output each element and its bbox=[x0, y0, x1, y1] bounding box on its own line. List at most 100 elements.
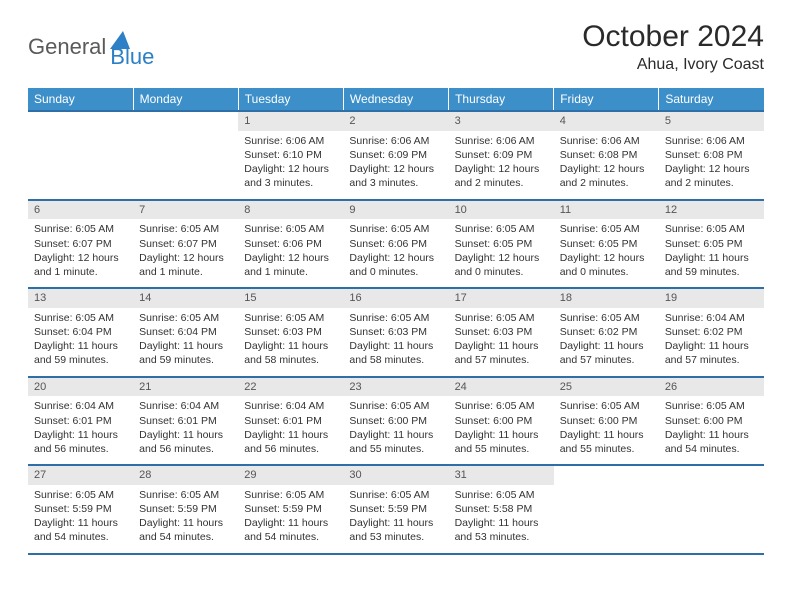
day-sr: Sunrise: 6:04 AM bbox=[139, 399, 232, 413]
day-dl1: Daylight: 12 hours bbox=[560, 162, 653, 176]
day-body: Sunrise: 6:06 AMSunset: 6:08 PMDaylight:… bbox=[554, 131, 659, 199]
day-ss: Sunset: 6:02 PM bbox=[560, 325, 653, 339]
day-dl2: and 54 minutes. bbox=[139, 530, 232, 544]
day-body: Sunrise: 6:06 AMSunset: 6:09 PMDaylight:… bbox=[449, 131, 554, 199]
day-body: Sunrise: 6:05 AMSunset: 5:59 PMDaylight:… bbox=[343, 485, 448, 553]
day-sr: Sunrise: 6:05 AM bbox=[349, 222, 442, 236]
day-dl2: and 0 minutes. bbox=[560, 265, 653, 279]
day-dl1: Daylight: 12 hours bbox=[349, 251, 442, 265]
calendar-table: Sunday Monday Tuesday Wednesday Thursday… bbox=[28, 88, 764, 555]
day-body: Sunrise: 6:05 AMSunset: 6:03 PMDaylight:… bbox=[238, 308, 343, 376]
calendar-day-cell: 8Sunrise: 6:05 AMSunset: 6:06 PMDaylight… bbox=[238, 200, 343, 289]
calendar-day-cell: .. bbox=[554, 465, 659, 554]
day-body: Sunrise: 6:06 AMSunset: 6:09 PMDaylight:… bbox=[343, 131, 448, 199]
day-dl1: Daylight: 11 hours bbox=[139, 428, 232, 442]
day-dl2: and 59 minutes. bbox=[139, 353, 232, 367]
day-ss: Sunset: 5:59 PM bbox=[34, 502, 127, 516]
day-ss: Sunset: 6:08 PM bbox=[665, 148, 758, 162]
day-dl2: and 57 minutes. bbox=[665, 353, 758, 367]
day-dl2: and 56 minutes. bbox=[244, 442, 337, 456]
day-number: 23 bbox=[343, 378, 448, 397]
day-dl2: and 57 minutes. bbox=[455, 353, 548, 367]
day-dl1: Daylight: 11 hours bbox=[665, 339, 758, 353]
day-number: 14 bbox=[133, 289, 238, 308]
header: General Blue October 2024 Ahua, Ivory Co… bbox=[28, 20, 764, 74]
day-body: Sunrise: 6:05 AMSunset: 6:05 PMDaylight:… bbox=[659, 219, 764, 287]
day-body: Sunrise: 6:05 AMSunset: 6:03 PMDaylight:… bbox=[449, 308, 554, 376]
logo-part1: General bbox=[28, 34, 106, 60]
day-ss: Sunset: 6:06 PM bbox=[244, 237, 337, 251]
day-ss: Sunset: 6:05 PM bbox=[455, 237, 548, 251]
day-body: Sunrise: 6:06 AMSunset: 6:08 PMDaylight:… bbox=[659, 131, 764, 199]
calendar-day-cell: 16Sunrise: 6:05 AMSunset: 6:03 PMDayligh… bbox=[343, 288, 448, 377]
calendar-day-cell: 29Sunrise: 6:05 AMSunset: 5:59 PMDayligh… bbox=[238, 465, 343, 554]
day-dl1: Daylight: 11 hours bbox=[349, 516, 442, 530]
logo: General Blue bbox=[28, 20, 154, 70]
day-body: Sunrise: 6:05 AMSunset: 6:04 PMDaylight:… bbox=[28, 308, 133, 376]
calendar-week-row: 6Sunrise: 6:05 AMSunset: 6:07 PMDaylight… bbox=[28, 200, 764, 289]
day-sr: Sunrise: 6:05 AM bbox=[455, 311, 548, 325]
calendar-day-cell: 2Sunrise: 6:06 AMSunset: 6:09 PMDaylight… bbox=[343, 111, 448, 200]
day-number: 3 bbox=[449, 112, 554, 131]
day-dl2: and 1 minute. bbox=[34, 265, 127, 279]
day-body: Sunrise: 6:05 AMSunset: 6:02 PMDaylight:… bbox=[554, 308, 659, 376]
day-number: 29 bbox=[238, 466, 343, 485]
day-body: Sunrise: 6:04 AMSunset: 6:01 PMDaylight:… bbox=[238, 396, 343, 464]
day-sr: Sunrise: 6:05 AM bbox=[560, 311, 653, 325]
day-dl1: Daylight: 11 hours bbox=[34, 516, 127, 530]
calendar-day-cell: 18Sunrise: 6:05 AMSunset: 6:02 PMDayligh… bbox=[554, 288, 659, 377]
day-dl2: and 55 minutes. bbox=[349, 442, 442, 456]
day-body: Sunrise: 6:04 AMSunset: 6:01 PMDaylight:… bbox=[133, 396, 238, 464]
day-number: 12 bbox=[659, 201, 764, 220]
day-sr: Sunrise: 6:05 AM bbox=[139, 222, 232, 236]
day-ss: Sunset: 6:00 PM bbox=[349, 414, 442, 428]
day-number: 13 bbox=[28, 289, 133, 308]
calendar-day-cell: 22Sunrise: 6:04 AMSunset: 6:01 PMDayligh… bbox=[238, 377, 343, 466]
day-dl2: and 53 minutes. bbox=[455, 530, 548, 544]
day-number: 22 bbox=[238, 378, 343, 397]
day-sr: Sunrise: 6:06 AM bbox=[244, 134, 337, 148]
day-sr: Sunrise: 6:05 AM bbox=[455, 222, 548, 236]
day-ss: Sunset: 5:58 PM bbox=[455, 502, 548, 516]
weekday-header-row: Sunday Monday Tuesday Wednesday Thursday… bbox=[28, 88, 764, 111]
day-sr: Sunrise: 6:05 AM bbox=[560, 222, 653, 236]
day-dl2: and 59 minutes. bbox=[34, 353, 127, 367]
day-ss: Sunset: 6:00 PM bbox=[665, 414, 758, 428]
day-number: 26 bbox=[659, 378, 764, 397]
day-number: 16 bbox=[343, 289, 448, 308]
day-body: Sunrise: 6:05 AMSunset: 5:59 PMDaylight:… bbox=[28, 485, 133, 553]
day-sr: Sunrise: 6:05 AM bbox=[244, 488, 337, 502]
day-dl1: Daylight: 11 hours bbox=[455, 428, 548, 442]
day-number: 21 bbox=[133, 378, 238, 397]
day-dl1: Daylight: 11 hours bbox=[665, 428, 758, 442]
day-dl2: and 0 minutes. bbox=[455, 265, 548, 279]
title-block: October 2024 Ahua, Ivory Coast bbox=[582, 20, 764, 74]
day-number: 1 bbox=[238, 112, 343, 131]
day-sr: Sunrise: 6:04 AM bbox=[34, 399, 127, 413]
day-ss: Sunset: 6:01 PM bbox=[34, 414, 127, 428]
day-number: 25 bbox=[554, 378, 659, 397]
day-sr: Sunrise: 6:06 AM bbox=[455, 134, 548, 148]
month-title: October 2024 bbox=[582, 20, 764, 54]
day-ss: Sunset: 5:59 PM bbox=[244, 502, 337, 516]
day-dl1: Daylight: 11 hours bbox=[665, 251, 758, 265]
calendar-day-cell: 19Sunrise: 6:04 AMSunset: 6:02 PMDayligh… bbox=[659, 288, 764, 377]
day-body: Sunrise: 6:05 AMSunset: 6:05 PMDaylight:… bbox=[554, 219, 659, 287]
day-dl2: and 56 minutes. bbox=[139, 442, 232, 456]
day-dl1: Daylight: 12 hours bbox=[455, 251, 548, 265]
day-sr: Sunrise: 6:04 AM bbox=[665, 311, 758, 325]
day-body: Sunrise: 6:04 AMSunset: 6:01 PMDaylight:… bbox=[28, 396, 133, 464]
day-dl2: and 54 minutes. bbox=[34, 530, 127, 544]
calendar-day-cell: 3Sunrise: 6:06 AMSunset: 6:09 PMDaylight… bbox=[449, 111, 554, 200]
calendar-day-cell: 9Sunrise: 6:05 AMSunset: 6:06 PMDaylight… bbox=[343, 200, 448, 289]
day-dl2: and 53 minutes. bbox=[349, 530, 442, 544]
day-number: 8 bbox=[238, 201, 343, 220]
day-dl1: Daylight: 11 hours bbox=[244, 339, 337, 353]
calendar-day-cell: 1Sunrise: 6:06 AMSunset: 6:10 PMDaylight… bbox=[238, 111, 343, 200]
day-dl2: and 3 minutes. bbox=[349, 176, 442, 190]
day-number: 24 bbox=[449, 378, 554, 397]
calendar-day-cell: 24Sunrise: 6:05 AMSunset: 6:00 PMDayligh… bbox=[449, 377, 554, 466]
day-number: 15 bbox=[238, 289, 343, 308]
day-number: 9 bbox=[343, 201, 448, 220]
day-body: Sunrise: 6:05 AMSunset: 6:00 PMDaylight:… bbox=[554, 396, 659, 464]
